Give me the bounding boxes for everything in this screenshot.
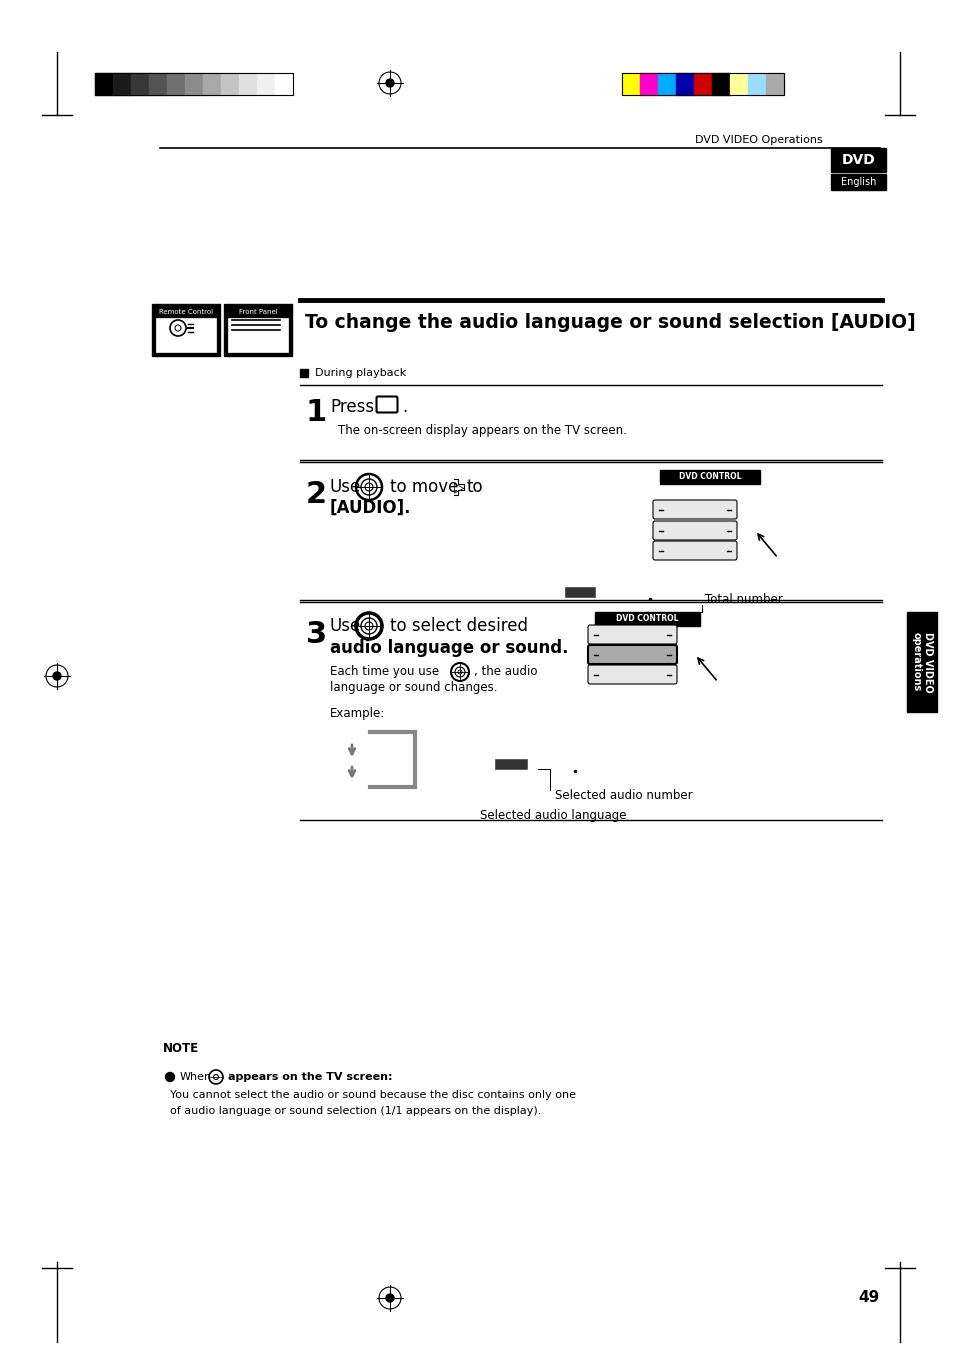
Bar — [224, 304, 292, 356]
FancyBboxPatch shape — [587, 645, 677, 664]
Text: [AUDIO].: [AUDIO]. — [330, 499, 411, 516]
Bar — [589, 746, 675, 756]
Bar — [598, 587, 627, 598]
Bar — [156, 318, 215, 352]
Text: Press: Press — [330, 397, 374, 416]
Bar — [559, 470, 760, 602]
Circle shape — [165, 1072, 174, 1082]
Bar — [299, 369, 308, 377]
Bar — [95, 73, 112, 95]
Bar — [676, 73, 693, 95]
Bar — [729, 73, 747, 95]
Text: DVD CONTROL: DVD CONTROL — [616, 615, 678, 623]
Text: When: When — [180, 1072, 212, 1082]
Bar — [564, 489, 646, 589]
Text: 2: 2 — [306, 480, 327, 510]
FancyBboxPatch shape — [652, 500, 737, 519]
Bar — [655, 575, 734, 584]
Text: Each time you use: Each time you use — [330, 665, 438, 679]
Bar — [621, 73, 783, 95]
Text: 1: 1 — [306, 399, 327, 427]
Text: 49: 49 — [858, 1291, 879, 1306]
Text: You cannot select the audio or sound because the disc contains only one: You cannot select the audio or sound bec… — [170, 1090, 576, 1101]
Bar — [131, 73, 149, 95]
Text: of audio language or sound selection (1/1 appears on the display).: of audio language or sound selection (1/… — [170, 1106, 540, 1115]
Circle shape — [386, 78, 394, 87]
Bar — [589, 721, 675, 731]
Bar — [659, 470, 760, 484]
FancyBboxPatch shape — [587, 625, 677, 644]
Bar — [655, 562, 734, 572]
Text: Use: Use — [330, 479, 361, 496]
Bar — [167, 73, 185, 95]
Text: During playback: During playback — [314, 368, 406, 379]
Bar — [149, 73, 167, 95]
Bar — [765, 73, 783, 95]
Text: to select desired: to select desired — [390, 617, 527, 635]
Text: DVD VIDEO Operations: DVD VIDEO Operations — [695, 135, 822, 145]
Bar — [589, 734, 675, 744]
Text: audio language or sound.: audio language or sound. — [330, 639, 568, 657]
Bar — [530, 758, 584, 769]
Text: to: to — [467, 479, 483, 496]
Text: DVD VIDEO
operations: DVD VIDEO operations — [910, 631, 932, 692]
Text: language or sound changes.: language or sound changes. — [330, 681, 497, 695]
Bar — [158, 1055, 837, 1142]
Text: Front Panel: Front Panel — [238, 310, 277, 315]
Bar — [185, 73, 203, 95]
Bar — [490, 612, 700, 773]
Text: ▷: ▷ — [454, 480, 464, 493]
FancyBboxPatch shape — [652, 521, 737, 539]
Bar — [655, 585, 734, 595]
Bar — [228, 318, 288, 352]
FancyBboxPatch shape — [376, 396, 397, 412]
Text: DVD: DVD — [841, 153, 875, 168]
Bar — [564, 587, 595, 598]
Bar — [747, 73, 765, 95]
Circle shape — [917, 672, 925, 680]
FancyBboxPatch shape — [587, 665, 677, 684]
Circle shape — [53, 672, 61, 680]
Bar — [639, 73, 658, 95]
Bar — [274, 73, 293, 95]
Text: .: . — [401, 397, 407, 416]
Text: The on-screen display appears on the TV screen.: The on-screen display appears on the TV … — [337, 425, 626, 438]
Text: Total number: Total number — [704, 594, 781, 607]
Bar — [658, 73, 676, 95]
Bar — [906, 612, 936, 713]
Bar — [595, 612, 700, 626]
Text: NOTE: NOTE — [163, 1041, 199, 1055]
Bar — [589, 706, 675, 717]
Text: Use: Use — [330, 617, 361, 635]
Bar — [693, 73, 711, 95]
Text: , the audio: , the audio — [474, 665, 537, 679]
Text: Example:: Example: — [330, 707, 385, 721]
Bar — [203, 73, 221, 95]
Text: English: English — [840, 177, 875, 187]
Text: To change the audio language or sound selection [AUDIO]: To change the audio language or sound se… — [305, 312, 915, 331]
Circle shape — [386, 1294, 394, 1302]
Bar — [221, 73, 239, 95]
Text: to move: to move — [390, 479, 457, 496]
Text: DVD CONTROL: DVD CONTROL — [678, 472, 740, 481]
Bar — [495, 648, 582, 756]
Bar — [495, 758, 526, 769]
Text: appears on the TV screen:: appears on the TV screen: — [228, 1072, 392, 1082]
Bar — [711, 73, 729, 95]
Text: 3: 3 — [306, 621, 327, 649]
Bar — [830, 147, 885, 172]
Bar — [239, 73, 256, 95]
FancyBboxPatch shape — [652, 541, 737, 560]
Bar — [112, 73, 131, 95]
Bar — [158, 1040, 204, 1056]
Bar — [621, 73, 639, 95]
Bar — [256, 73, 274, 95]
Bar — [95, 73, 293, 95]
Bar — [589, 690, 675, 700]
Bar — [830, 174, 885, 191]
Text: Remote Control: Remote Control — [159, 310, 213, 315]
Text: Selected audio number: Selected audio number — [555, 790, 692, 803]
Text: Selected audio language: Selected audio language — [479, 810, 626, 822]
Bar — [152, 304, 220, 356]
